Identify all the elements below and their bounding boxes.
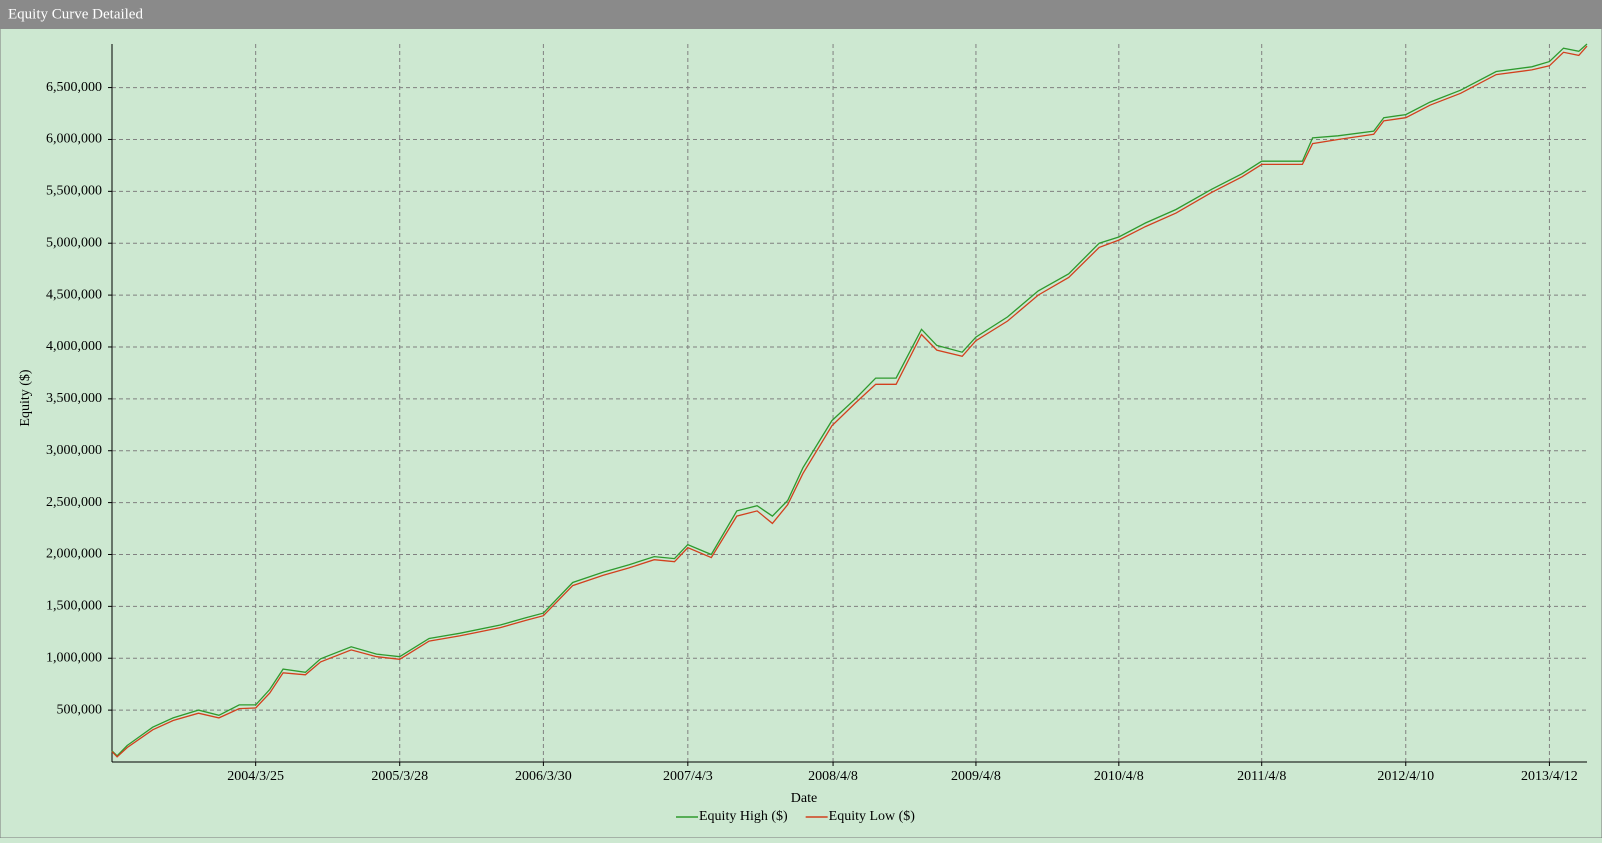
y-tick-label: 2,000,000 bbox=[46, 547, 102, 562]
y-tick-label: 4,500,000 bbox=[46, 287, 102, 302]
x-tick-label: 2011/4/8 bbox=[1237, 769, 1286, 784]
y-tick-label: 1,500,000 bbox=[46, 599, 102, 614]
x-tick-label: 2007/4/3 bbox=[663, 769, 713, 784]
y-tick-label: 3,500,000 bbox=[46, 391, 102, 406]
y-tick-label: 5,000,000 bbox=[46, 235, 102, 250]
equity-line bbox=[111, 45, 1588, 758]
y-tick-label: 4,000,000 bbox=[46, 339, 102, 354]
y-axis-label: Equity ($) bbox=[18, 369, 33, 426]
x-tick-label: 2005/3/28 bbox=[371, 769, 428, 784]
x-tick-label: 2008/4/8 bbox=[808, 769, 858, 784]
x-tick-label: 2009/4/8 bbox=[951, 769, 1001, 784]
y-tick-label: 2,500,000 bbox=[46, 495, 102, 510]
y-tick-label: 5,500,000 bbox=[46, 184, 102, 199]
equity-line bbox=[111, 43, 1588, 757]
y-tick-label: 3,000,000 bbox=[46, 443, 102, 458]
x-tick-label: 2012/4/10 bbox=[1377, 769, 1434, 784]
x-tick-label: 2004/3/25 bbox=[227, 769, 284, 784]
x-tick-label: 2006/3/30 bbox=[515, 769, 572, 784]
x-tick-label: 2010/4/8 bbox=[1094, 769, 1144, 784]
x-axis-label: Date bbox=[791, 791, 817, 806]
window-title: Equity Curve Detailed bbox=[8, 6, 143, 22]
title-bar bbox=[0, 0, 1602, 29]
y-tick-label: 6,500,000 bbox=[46, 80, 102, 95]
x-tick-label: 2013/4/12 bbox=[1521, 769, 1578, 784]
y-tick-label: 1,000,000 bbox=[46, 650, 102, 665]
legend-label: Equity Low ($) bbox=[829, 809, 916, 824]
y-tick-label: 500,000 bbox=[57, 702, 103, 717]
y-tick-label: 6,000,000 bbox=[46, 132, 102, 147]
legend-label: Equity High ($) bbox=[699, 809, 788, 824]
